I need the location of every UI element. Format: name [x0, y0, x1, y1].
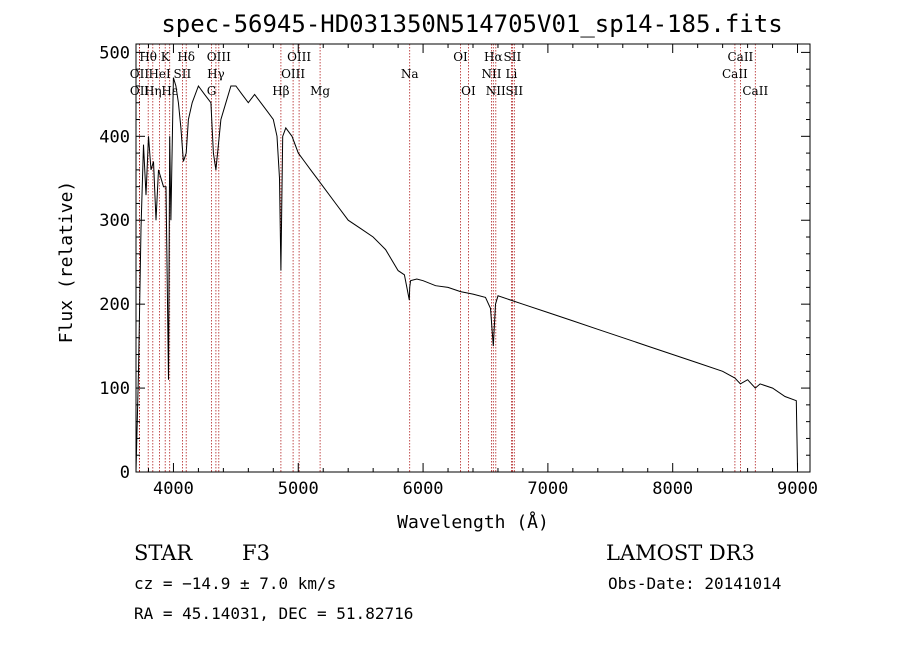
line-label-23: Li: [505, 67, 517, 81]
line-label-9: OIII: [207, 50, 231, 64]
object-class: STAR: [134, 541, 193, 565]
line-label-24: SII: [505, 84, 523, 98]
line-label-27: CaII: [742, 84, 768, 98]
x-tick-label-3: 7000: [527, 479, 568, 499]
line-label-4: HeI: [148, 67, 171, 81]
x-tick-label-2: 6000: [403, 479, 444, 499]
line-label-8: Hε: [161, 84, 178, 98]
y-tick-label-1: 100: [99, 379, 130, 399]
y-tick-label-5: 500: [99, 43, 130, 63]
line-label-18: OI: [461, 84, 476, 98]
line-label-19: Hα: [484, 50, 503, 64]
line-label-20: NII: [482, 67, 502, 81]
line-label-3: K: [161, 50, 171, 64]
x-tick-label-5: 9000: [777, 479, 818, 499]
line-label-26: CaII: [722, 67, 748, 81]
plot-frame: [135, 43, 811, 473]
chart-title: spec-56945-HD031350N514705V01_sp14-185.f…: [161, 10, 782, 38]
x-tick-label-4: 8000: [652, 479, 693, 499]
line-label-15: Mg: [310, 84, 330, 98]
y-tick-label-0: 0: [120, 463, 130, 483]
line-label-13: OIII: [287, 50, 311, 64]
observation-date: Obs-Date: 20141014: [608, 574, 781, 593]
y-tick-label-3: 300: [99, 211, 130, 231]
line-label-10: Hγ: [207, 67, 225, 81]
series-group: [135, 77, 798, 473]
line-marker-group: [138, 44, 756, 472]
line-label-6: Hδ: [177, 50, 195, 64]
y-tick-label-4: 400: [99, 127, 130, 147]
line-label-12: Hβ: [272, 84, 289, 98]
line-label-14: OIII: [281, 67, 305, 81]
x-tick-label-0: 4000: [153, 479, 194, 499]
line-label-group: Hθ OII OII K HeI Hη Hδ SII Hε OIII Hγ G Hβ OIII OIII Mg…: [130, 50, 769, 98]
y-axis-label: Flux (relative): [56, 181, 77, 344]
line-label-22: SII: [504, 50, 522, 64]
line-label-25: CaII: [727, 50, 753, 64]
survey-name: LAMOST DR3: [606, 541, 755, 565]
x-tick-label-1: 5000: [278, 479, 319, 499]
line-label-2: OII: [130, 84, 150, 98]
redshift-readout: cz = −14.9 ± 7.0 km/s: [134, 574, 336, 593]
line-label-17: OI: [453, 50, 468, 64]
line-label-0: Hθ: [139, 50, 157, 64]
y-axis-ticks: 0 100 200 300 400 500: [99, 43, 810, 483]
x-axis-label: Wavelength (Å): [397, 511, 549, 533]
line-label-5: Hη: [144, 84, 162, 98]
line-label-21: NII: [486, 84, 506, 98]
line-label-1: OII: [130, 67, 150, 81]
line-label-16: Na: [401, 67, 419, 81]
x-axis-ticks: 4000 5000 6000 7000 8000 9000: [147, 44, 818, 499]
y-tick-label-2: 200: [99, 295, 130, 315]
coordinates-readout: RA = 45.14031, DEC = 51.82716: [134, 604, 413, 623]
line-label-7: SII: [174, 67, 192, 81]
line-label-11: G: [207, 84, 217, 98]
spectrum-line: [135, 77, 798, 473]
object-subclass: F3: [242, 541, 270, 565]
